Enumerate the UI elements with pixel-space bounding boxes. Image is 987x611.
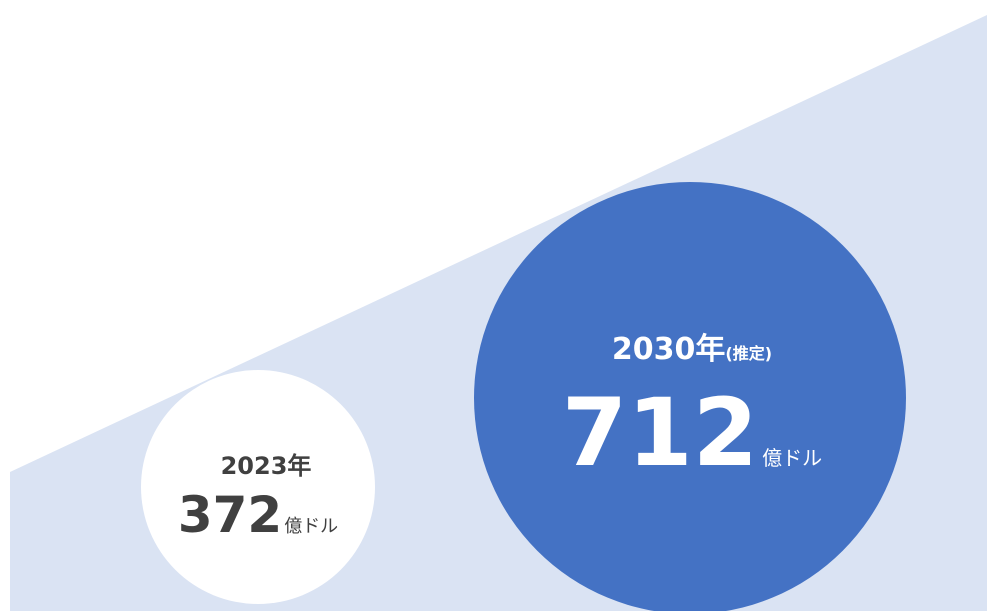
value: 372 [178,486,282,544]
year: 2030年 [612,332,726,367]
year-label: 2030年(推定) [612,332,772,367]
value-label: 712 億ドル [562,379,822,488]
year-label: 2023年 [221,452,312,480]
value: 712 [562,379,758,488]
unit: 億ドル [762,446,822,470]
unit: 億ドル [284,516,338,537]
note: (推定) [725,344,772,363]
circle-2030 [474,182,906,611]
value-label: 372 億ドル [178,486,338,544]
year: 2023年 [221,452,312,480]
circle-2023 [141,370,375,604]
